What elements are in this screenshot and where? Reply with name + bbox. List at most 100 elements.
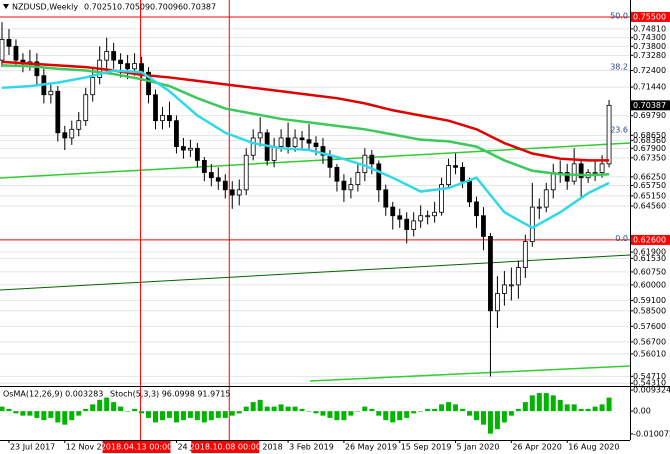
y-tick-label: 0.60000 <box>633 280 666 289</box>
osma-bar <box>76 411 82 416</box>
candle-body <box>55 90 61 134</box>
osma-bar <box>592 406 598 412</box>
candle-body <box>125 63 130 70</box>
y-tick-label: 0.57600 <box>633 322 666 331</box>
candle-body <box>411 220 417 230</box>
candle-body <box>376 163 382 191</box>
osma-bar <box>578 408 584 412</box>
candle-body <box>390 206 396 217</box>
candle-body <box>167 115 172 122</box>
stochastic-label: Stoch(5,3,3) 96.0998 91.9715 <box>110 390 230 399</box>
osma-bar <box>271 406 277 412</box>
osma-bar <box>473 411 479 421</box>
chart-title: NZDUSD,Weekly <box>12 3 78 12</box>
osma-bar <box>397 411 403 421</box>
osma-bar <box>173 411 179 423</box>
osma-bar <box>501 411 507 423</box>
osma-bar <box>320 411 326 416</box>
osma-bar <box>515 408 521 412</box>
osma-bar <box>467 411 473 416</box>
osma-bar <box>383 411 389 421</box>
y-tick-label: 0.59100 <box>633 296 666 305</box>
candle-body <box>83 94 89 122</box>
osma-bar <box>508 411 514 416</box>
osma-bar <box>159 411 165 421</box>
osma-bar <box>522 402 528 412</box>
osma-bar <box>90 404 96 412</box>
candle-body <box>174 120 179 147</box>
candle-body <box>62 132 68 139</box>
osma-bar <box>97 399 103 412</box>
candle-body <box>313 142 319 147</box>
osma-bar <box>250 402 256 412</box>
osma-bar <box>208 411 214 421</box>
y-tick-label: 0.73800 <box>633 42 666 51</box>
osma-bar <box>411 411 417 414</box>
osma-bar <box>69 411 75 421</box>
y-tick-label: 0.67900 <box>633 144 666 153</box>
candle-body <box>369 154 375 165</box>
osma-bar <box>264 406 270 412</box>
osma-bar <box>306 411 312 412</box>
candle-body <box>432 211 438 217</box>
candle-body <box>236 189 242 196</box>
candle-body <box>536 206 542 209</box>
candle-body <box>250 137 256 156</box>
osma-bar <box>62 411 68 425</box>
y-tick-label: 0.67350 <box>633 153 666 162</box>
candle-body <box>404 218 410 230</box>
candle-body <box>90 77 96 96</box>
y-tick-label: 0.61530 <box>633 254 666 263</box>
osma-bar <box>390 411 396 423</box>
candle-body <box>222 180 228 191</box>
y-tick-label: 0.69790 <box>633 111 666 120</box>
vline-label: 2018.04.13 00:00 <box>101 443 172 452</box>
osc-tick-label: -0.010072 <box>633 429 670 438</box>
candle-body <box>439 184 444 213</box>
candle-body <box>341 180 347 191</box>
level-label: 0.62600 <box>633 235 666 244</box>
osma-bar <box>48 411 54 418</box>
candle-body <box>194 147 200 161</box>
osma-bar <box>564 404 570 412</box>
fib-label: 38.2 <box>610 62 628 71</box>
osma-bar <box>362 406 368 412</box>
candle-body <box>69 128 75 139</box>
osma-bar <box>194 411 200 421</box>
moving-average <box>1 69 610 230</box>
candle-body <box>146 71 151 96</box>
osma-bar <box>13 411 19 414</box>
x-tick-label: 12 Nov 2017 <box>66 443 117 452</box>
candle-body <box>592 172 598 174</box>
candle-body <box>550 172 556 191</box>
osma-bar <box>439 404 445 412</box>
price-label: 0.70387 <box>633 101 666 110</box>
price-label-box <box>631 100 670 111</box>
vline-label-box <box>191 441 260 453</box>
y-tick-label: 0.54710 <box>633 372 666 381</box>
osma-bar <box>550 395 556 412</box>
osma-bar <box>55 411 61 423</box>
osma-bar <box>494 411 500 430</box>
candle-body <box>160 115 165 122</box>
candle-body <box>348 184 354 191</box>
osma-bar <box>536 393 542 412</box>
candle-body <box>292 137 298 147</box>
candle-body <box>599 163 605 173</box>
osma-bar <box>480 411 486 425</box>
y-tick-label: 0.74810 <box>633 24 666 33</box>
candle-body <box>104 51 110 61</box>
candle-body <box>278 137 284 147</box>
y-tick-label: 0.60750 <box>633 267 666 276</box>
candle-body <box>425 215 431 218</box>
osma-bar <box>599 404 605 412</box>
candle-body <box>501 284 507 294</box>
osma-bar <box>355 411 361 412</box>
candle-body <box>34 61 40 77</box>
osma-bar <box>404 411 410 418</box>
osma-bar <box>166 411 172 418</box>
candle-body <box>327 154 333 168</box>
x-tick-label: 5 Jan 2020 <box>457 443 500 452</box>
y-tick-label: 0.65150 <box>633 191 666 200</box>
candle-body <box>285 137 291 147</box>
